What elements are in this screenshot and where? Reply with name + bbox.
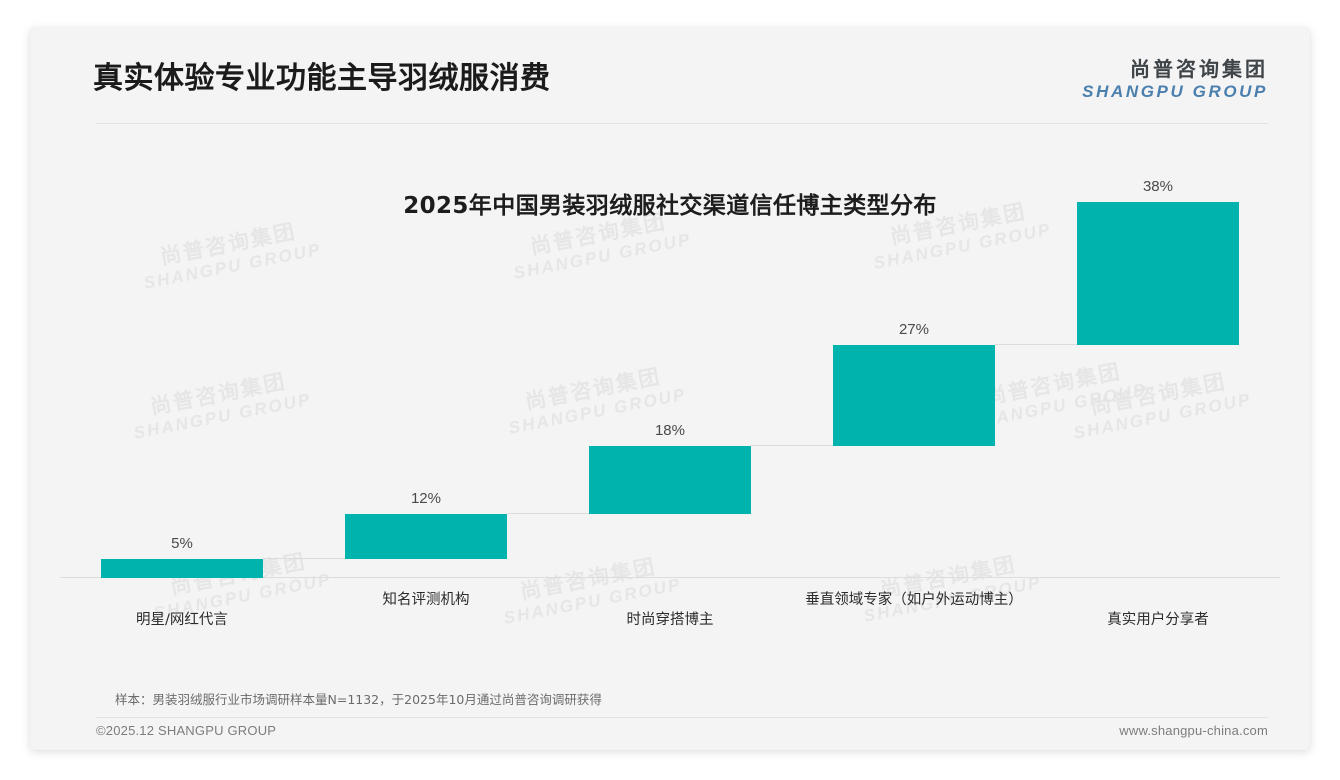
brand-name-en: SHANGPU GROUP bbox=[1082, 82, 1268, 102]
slide-header: 真实体验专业功能主导羽绒服消费 尚普咨询集团 SHANGPU GROUP bbox=[30, 28, 1310, 124]
category-label-2: 知名评测机构 bbox=[382, 592, 470, 608]
page-title: 真实体验专业功能主导羽绒服消费 bbox=[93, 61, 551, 96]
sample-note: 样本：男装羽绒服行业市场调研样本量N=1132，于2025年10月通过尚普咨询调… bbox=[115, 692, 602, 707]
chart-plot-area: 5% 12% 18% 27% 38% 明星/网红代言 知名评测机构时尚穿搭博主 垂直领域专家（… bbox=[60, 178, 1280, 628]
connector-line-4 bbox=[995, 343, 1077, 345]
bar-value-label-1: 5% bbox=[171, 535, 193, 553]
header-divider bbox=[96, 123, 1268, 124]
category-label-4: 垂直领域专家（如户外运动博主） bbox=[805, 592, 1023, 608]
footer-divider bbox=[96, 717, 1268, 718]
x-axis-line bbox=[60, 577, 1280, 578]
copyright-text: ©2025.12 SHANGPU GROUP bbox=[96, 723, 277, 738]
bar-2[interactable] bbox=[344, 514, 508, 560]
connector-line-2 bbox=[507, 513, 589, 515]
chart-title: 2025年中国男装羽绒服社交渠道信任博主类型分布 bbox=[403, 193, 937, 219]
brand-logo: 尚普咨询集团 SHANGPU GROUP bbox=[1082, 57, 1268, 102]
connector-line-1 bbox=[263, 558, 345, 560]
bar-value-label-4: 27% bbox=[898, 320, 929, 338]
category-label-3: 时尚穿搭博主 bbox=[626, 612, 714, 628]
bar-1[interactable] bbox=[100, 559, 264, 578]
slide-footer: ©2025.12 SHANGPU GROUP www.shangpu-china… bbox=[30, 718, 1310, 750]
brand-name-cn: 尚普咨询集团 bbox=[1130, 57, 1268, 81]
slide-card: 尚普咨询集团 SHANGPU GROUP 尚普咨询集团 SHANGPU GROU… bbox=[30, 28, 1310, 750]
connector-line-3 bbox=[751, 445, 833, 447]
chart-container: 2025年中国男装羽绒服社交渠道信任博主类型分布 5% 12% 18% 27% 38% 明… bbox=[30, 128, 1310, 655]
bar-value-label-3: 18% bbox=[654, 422, 685, 440]
bar-5[interactable] bbox=[1076, 201, 1240, 345]
category-label-5: 真实用户分享者 bbox=[1107, 612, 1209, 628]
bar-4[interactable] bbox=[832, 344, 996, 447]
category-label-1: 明星/网红代言 bbox=[136, 612, 228, 628]
bar-value-label-5: 38% bbox=[1142, 177, 1173, 195]
bar-value-label-2: 12% bbox=[410, 490, 441, 508]
bar-3[interactable] bbox=[588, 446, 752, 515]
website-url: www.shangpu-china.com bbox=[1119, 723, 1268, 738]
